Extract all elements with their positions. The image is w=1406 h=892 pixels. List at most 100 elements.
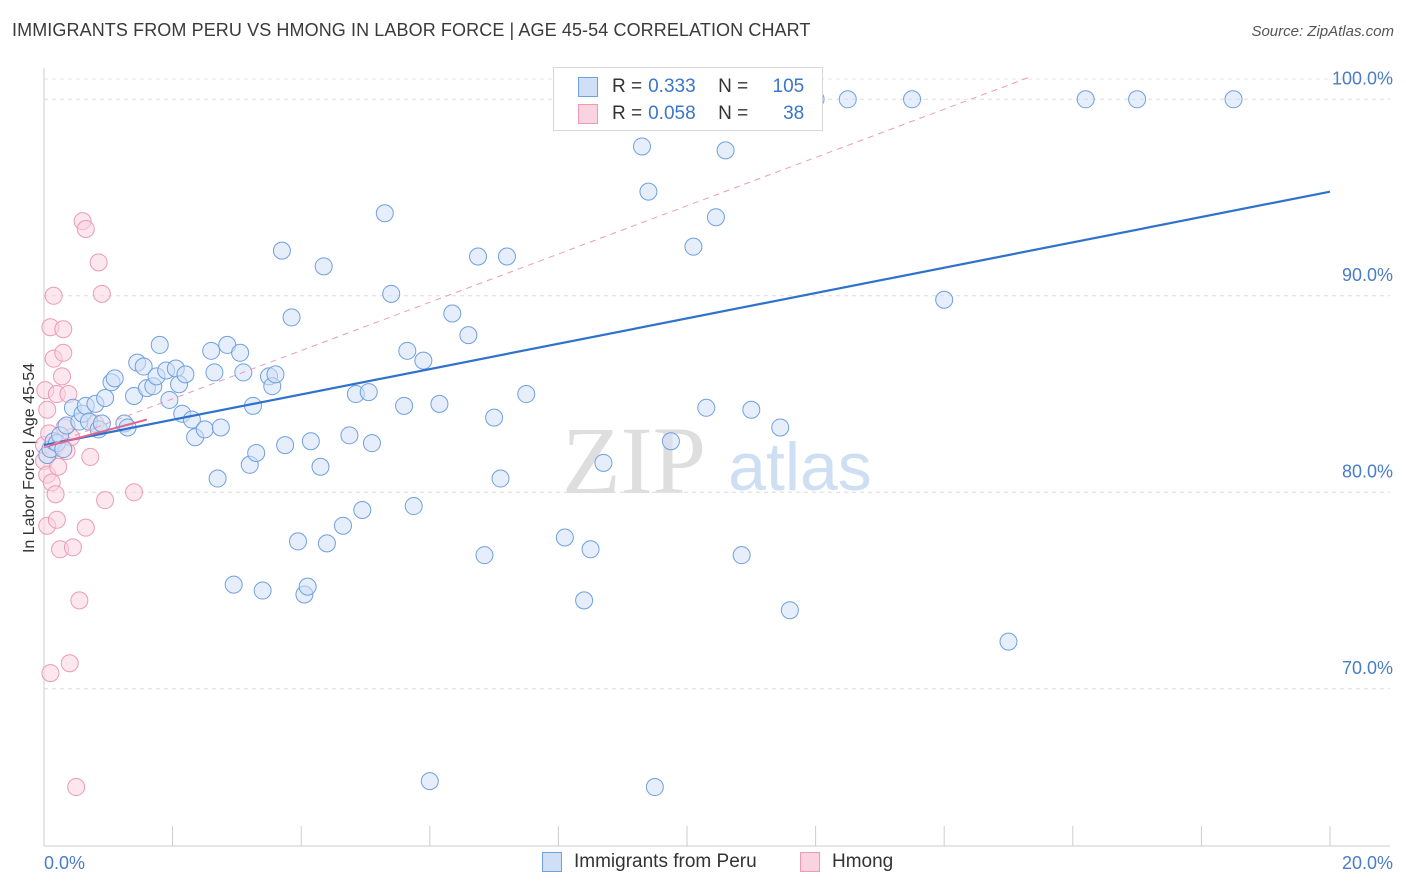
peru-point bbox=[555, 528, 574, 547]
peru-point bbox=[105, 369, 124, 388]
peru-point bbox=[475, 546, 494, 565]
legend-row-hmong: R = 0.058 N = 38 bbox=[578, 101, 804, 127]
hmong-point bbox=[96, 491, 115, 510]
y-tick-label: 80.0% bbox=[1342, 461, 1393, 481]
hmong-point bbox=[92, 284, 111, 303]
hmong-point bbox=[41, 664, 60, 683]
peru-point bbox=[838, 90, 857, 109]
hmong-point bbox=[63, 538, 82, 557]
x-tick-label: 0.0% bbox=[44, 853, 85, 873]
peru-point bbox=[780, 601, 799, 620]
peru-point bbox=[288, 532, 307, 551]
peru-point bbox=[684, 237, 703, 256]
peru-point bbox=[742, 400, 761, 419]
peru-point bbox=[231, 343, 250, 362]
peru-point bbox=[340, 426, 359, 445]
peru-point bbox=[195, 420, 214, 439]
peru-point bbox=[459, 326, 478, 345]
peru-point bbox=[594, 453, 613, 472]
peru-point bbox=[266, 365, 285, 384]
peru-point bbox=[333, 516, 352, 535]
hmong-point bbox=[53, 367, 72, 386]
peru-point bbox=[375, 204, 394, 223]
hmong-point bbox=[54, 343, 73, 362]
peru-point bbox=[298, 577, 317, 596]
hmong-point bbox=[70, 591, 89, 610]
peru-point bbox=[999, 632, 1018, 651]
legend-item-peru: Immigrants from Peru bbox=[542, 851, 757, 873]
legend-n-label: N = bbox=[718, 103, 749, 124]
peru-point bbox=[314, 257, 333, 276]
hmong-point bbox=[89, 253, 108, 272]
watermark-atlas: atlas bbox=[728, 429, 872, 505]
peru-point bbox=[276, 436, 295, 455]
gridlines bbox=[44, 78, 1390, 690]
peru-point bbox=[208, 469, 227, 488]
peru-point bbox=[575, 591, 594, 610]
hmong-trend-line bbox=[43, 418, 148, 449]
hmong-point bbox=[54, 320, 73, 339]
legend-r-label: R = bbox=[612, 103, 643, 124]
trend-lines bbox=[43, 76, 1331, 449]
x-tick-label: 20.0% bbox=[1342, 853, 1393, 873]
peru-trend-line bbox=[43, 190, 1331, 447]
hmong-point bbox=[81, 447, 100, 466]
peru-point bbox=[716, 141, 735, 160]
peru-point bbox=[96, 388, 115, 407]
peru-point bbox=[253, 581, 272, 600]
legend-n-label: N = bbox=[718, 76, 749, 97]
hmong-point bbox=[47, 510, 66, 529]
peru-point bbox=[935, 290, 954, 309]
y-tick-label: 100.0% bbox=[1332, 68, 1393, 88]
peru-point bbox=[134, 357, 153, 376]
legend-row-peru: R = 0.333 N = 105 bbox=[578, 74, 804, 100]
peru-point bbox=[1224, 90, 1243, 109]
peru-point bbox=[404, 497, 423, 516]
peru-point bbox=[362, 434, 381, 453]
peru-point bbox=[205, 363, 224, 382]
peru-point bbox=[645, 778, 664, 797]
legend-label-hmong: Hmong bbox=[832, 851, 894, 872]
peru-point bbox=[491, 469, 510, 488]
peru-point bbox=[211, 418, 230, 437]
legend-swatch-peru bbox=[542, 852, 562, 872]
hmong-point bbox=[49, 457, 68, 476]
peru-point bbox=[661, 432, 680, 451]
legend-swatch-hmong bbox=[578, 104, 598, 124]
peru-point bbox=[247, 444, 266, 462]
peru-point bbox=[706, 208, 725, 227]
peru-point bbox=[632, 137, 651, 156]
peru-point bbox=[771, 418, 790, 437]
hmong-point bbox=[44, 286, 63, 305]
peru-point bbox=[382, 284, 401, 303]
peru-point bbox=[430, 394, 449, 413]
peru-point bbox=[150, 335, 169, 354]
peru-point bbox=[497, 247, 516, 266]
peru-point bbox=[414, 351, 433, 370]
legend-label-peru: Immigrants from Peru bbox=[574, 851, 757, 872]
peru-point bbox=[224, 575, 243, 594]
hmong-trend-extension bbox=[43, 76, 1031, 448]
peru-point bbox=[202, 341, 221, 360]
peru-point bbox=[485, 408, 504, 427]
y-tick-label: 90.0% bbox=[1342, 265, 1393, 285]
legend-r-value: 0.058 bbox=[648, 103, 696, 124]
source-label: Source: ZipAtlas.com bbox=[1251, 23, 1394, 40]
tick-labels: 70.0% 80.0% 90.0% 100.0% 0.0% 20.0% bbox=[44, 68, 1393, 873]
legend-box: R = 0.333 N = 105 R = 0.058 N = 38 bbox=[553, 67, 823, 131]
peru-point bbox=[272, 241, 291, 260]
legend-item-hmong: Hmong bbox=[800, 851, 893, 873]
legend-n-value: 105 bbox=[772, 76, 805, 97]
peru-point bbox=[1128, 90, 1147, 109]
peru-point bbox=[443, 304, 462, 323]
legend-swatch-hmong bbox=[800, 852, 820, 872]
watermark: ZIP atlas bbox=[562, 407, 872, 514]
peru-point bbox=[697, 398, 716, 417]
chart-title: IMMIGRANTS FROM PERU VS HMONG IN LABOR F… bbox=[12, 20, 811, 40]
legend-r-value: 0.333 bbox=[648, 76, 696, 97]
hmong-point bbox=[38, 400, 57, 419]
peru-point bbox=[282, 308, 301, 327]
peru-point bbox=[581, 540, 600, 559]
legend-n-value: 38 bbox=[783, 103, 805, 124]
watermark-zip: ZIP bbox=[562, 407, 706, 514]
